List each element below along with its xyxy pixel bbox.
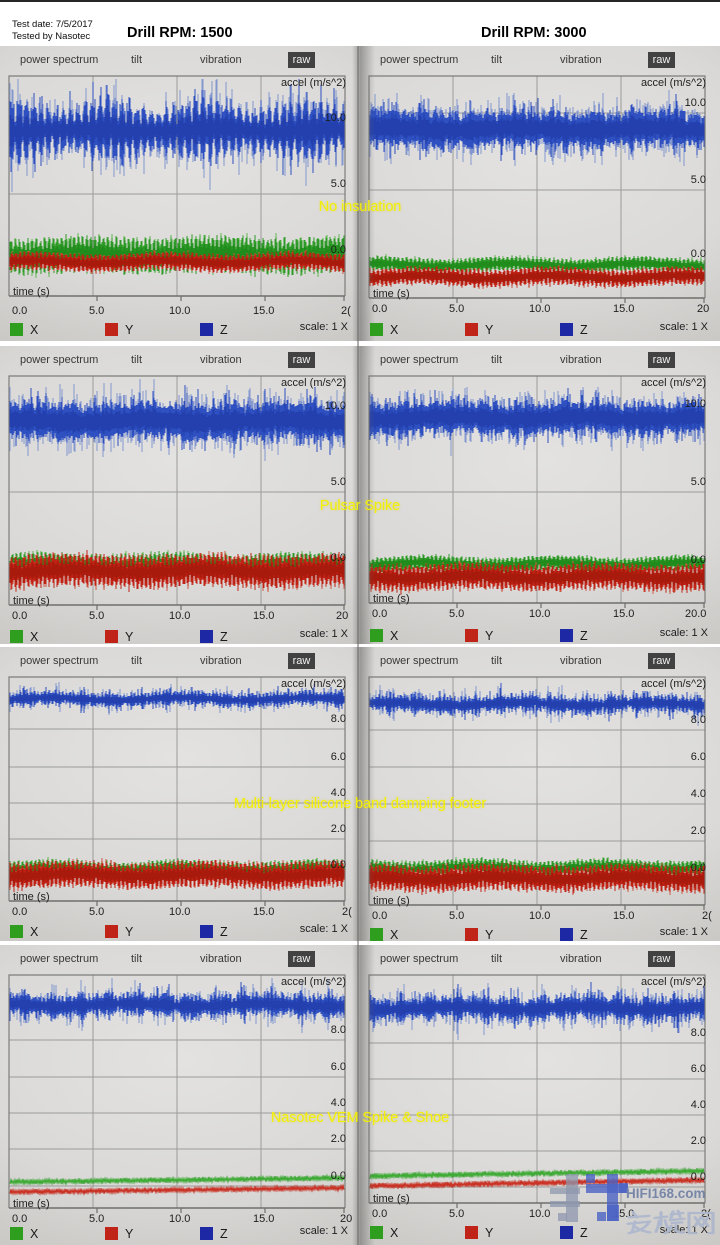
svg-text:HIFI168.com: HIFI168.com: [626, 1186, 706, 1201]
